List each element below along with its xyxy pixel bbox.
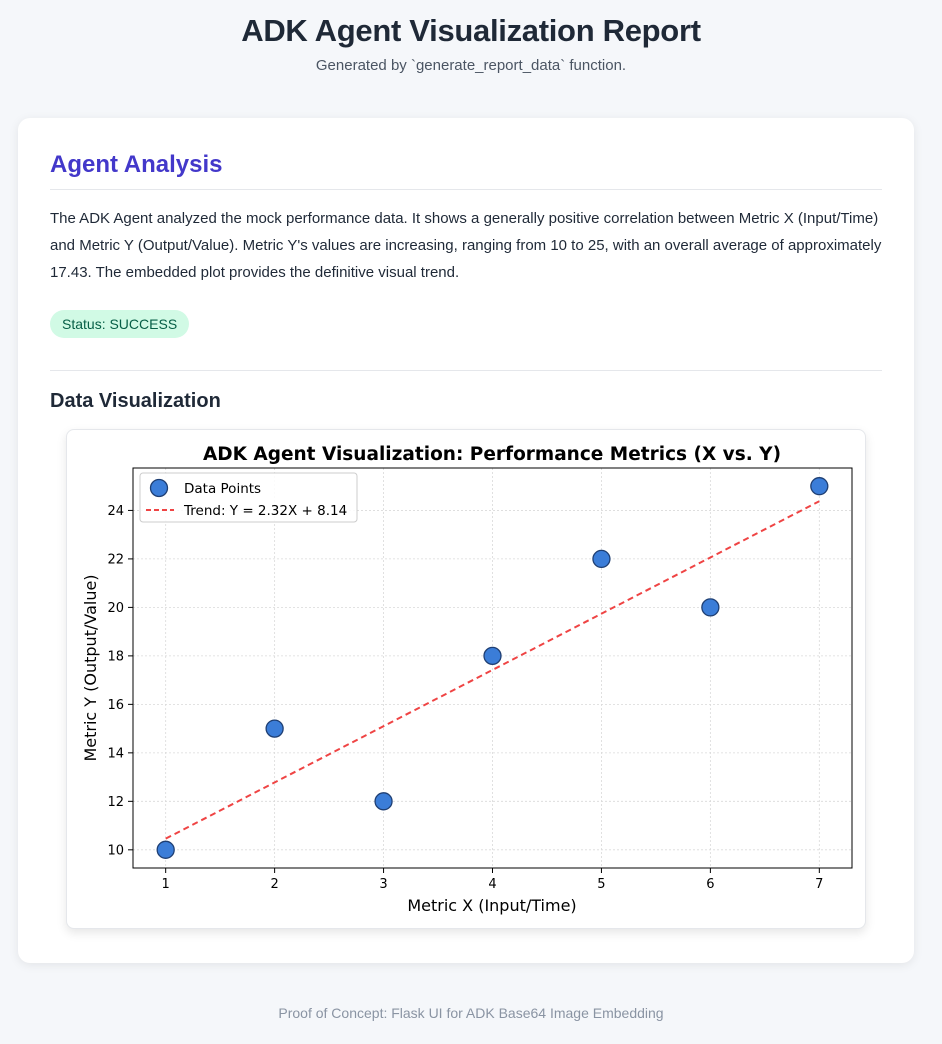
chart-title: ADK Agent Visualization: Performance Met…	[203, 444, 781, 465]
data-point	[374, 792, 393, 811]
data-point	[156, 840, 175, 859]
legend-label-trend: Trend: Y = 2.32X + 8.14	[183, 503, 347, 519]
data-point	[701, 598, 720, 617]
footer-text: Proof of Concept: Flask UI for ADK Base6…	[278, 1005, 664, 1021]
y-tick-label: 16	[107, 698, 124, 713]
x-tick-label: 2	[270, 877, 278, 892]
visualization-title: Data Visualization	[50, 390, 221, 412]
legend-label-points: Data Points	[184, 481, 261, 497]
y-tick-label: 12	[107, 795, 124, 810]
divider	[50, 370, 882, 371]
y-tick-label: 20	[107, 601, 124, 616]
trend-line	[165, 500, 820, 840]
data-point	[265, 719, 284, 738]
x-tick-label: 1	[162, 877, 170, 892]
x-tick-label: 4	[488, 877, 496, 892]
y-tick-label: 10	[107, 843, 124, 858]
analysis-title: Agent Analysis	[50, 151, 223, 178]
x-tick-label: 7	[815, 877, 823, 892]
x-axis-label: Metric X (Input/Time)	[407, 896, 576, 915]
data-point	[810, 477, 829, 496]
legend-box	[139, 472, 358, 523]
data-point	[592, 549, 611, 569]
legend-point-marker	[149, 478, 169, 498]
report-header: ADK Agent Visualization Report Generated…	[0, 0, 942, 74]
divider	[50, 189, 882, 190]
chart-image: 1 2 3 4 5 6 7 10 12 14 16 18 20 22 24 ADK Agent Visuali…	[66, 429, 866, 929]
y-tick-label: 14	[107, 746, 124, 761]
page-title: ADK Agent Visualization Report	[241, 13, 701, 48]
x-tick-label: 5	[597, 877, 605, 892]
data-point	[483, 646, 502, 666]
analysis-summary: The ADK Agent analyzed the mock performa…	[50, 210, 882, 281]
x-tick-label: 3	[379, 877, 387, 892]
status-badge: Status: SUCCESS	[50, 310, 190, 338]
page-subtitle: Generated by `generate_report_data` func…	[315, 57, 627, 74]
y-tick-label: 22	[107, 552, 124, 567]
x-tick-label: 6	[706, 877, 714, 892]
y-tick-label: 18	[107, 649, 124, 664]
y-tick-label: 24	[107, 504, 124, 519]
y-axis-label: Metric Y (Output/Value)	[81, 574, 100, 761]
report-card: Agent Analysis The ADK Agent analyzed th…	[18, 118, 914, 963]
